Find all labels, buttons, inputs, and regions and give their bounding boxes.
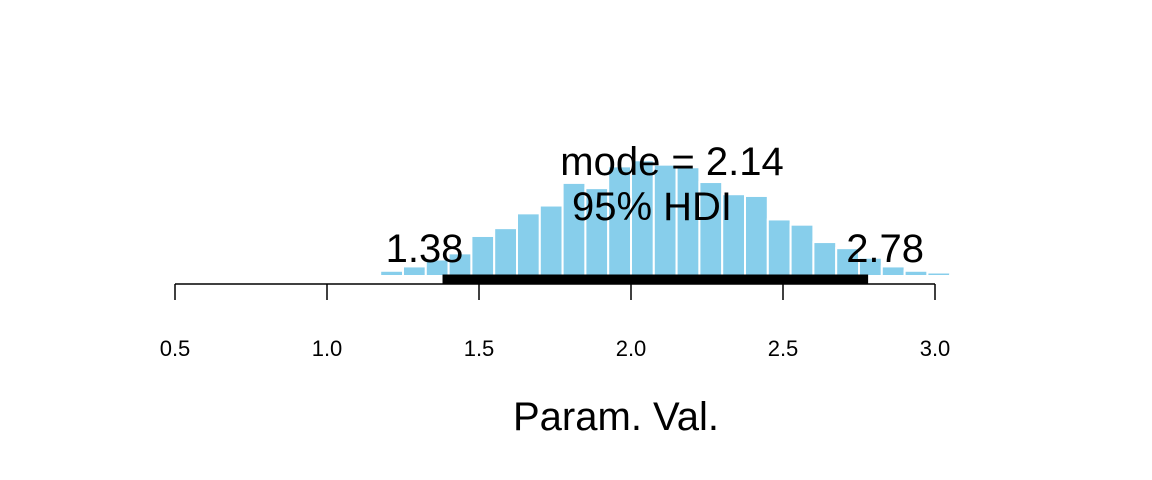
histogram-bar (379, 269, 405, 277)
x-axis-title: Param. Val. (513, 395, 719, 439)
histogram-bar (766, 218, 792, 277)
x-tick-label: 3.0 (920, 336, 951, 361)
histogram-bar (949, 274, 975, 278)
histogram-bar (538, 204, 564, 277)
hdi-annotation: 95% HDI (572, 185, 732, 229)
histogram-bar (470, 234, 496, 277)
hdi-high-label: 2.78 (846, 227, 924, 271)
hdi-low-label: 1.38 (386, 227, 464, 271)
histogram-bar (744, 194, 769, 278)
histogram-bar (812, 241, 838, 278)
x-axis-ticks: 0.5 1.0 1.5 2.0 2.5 3.0 (160, 284, 951, 361)
x-tick-label: 1.5 (464, 336, 495, 361)
histogram-bar (493, 227, 519, 277)
x-tick-label: 2.5 (768, 336, 799, 361)
x-tick-label: 2.0 (616, 336, 647, 361)
histogram-bar (903, 269, 929, 277)
mode-annotation: mode = 2.14 (560, 140, 784, 184)
histogram-bar (926, 271, 952, 277)
x-tick-label: 1.0 (312, 336, 343, 361)
histogram-bar (333, 273, 359, 278)
histogram-bar (789, 223, 815, 277)
histogram-bar (516, 212, 541, 277)
x-tick-label: 0.5 (160, 336, 191, 361)
